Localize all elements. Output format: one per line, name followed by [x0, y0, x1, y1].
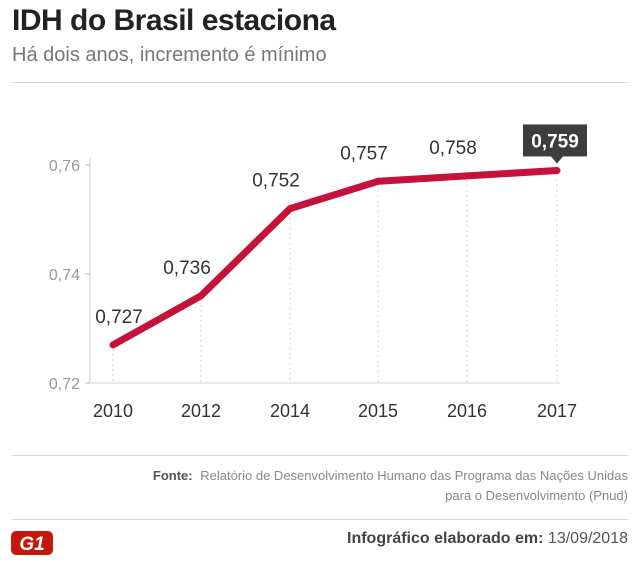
data-label: 0,727	[95, 307, 143, 328]
series-line	[109, 167, 561, 349]
credit-label: Infográfico elaborado em:	[347, 530, 544, 547]
x-tick-label: 2010	[93, 401, 133, 421]
y-tick-label: 0,74	[49, 267, 80, 284]
chart-title: IDH do Brasil estaciona	[12, 4, 336, 37]
data-label: 0,758	[429, 138, 477, 159]
source-note: Fonte: Relatório de Desenvolvimento Huma…	[148, 466, 628, 506]
x-tick-label: 2014	[270, 401, 310, 421]
data-label: 0,757	[340, 143, 388, 164]
x-tick-label: 2016	[447, 401, 487, 421]
data-label: 0,759	[531, 131, 579, 152]
footer-divider	[12, 519, 628, 520]
g1-logo: G1	[11, 531, 53, 555]
x-tick-label: 2017	[537, 401, 577, 421]
chart-subtitle: Há dois anos, incremento é mínimo	[12, 44, 327, 66]
data-label: 0,736	[163, 258, 211, 279]
line-chart: 0,72 0,74 0,76 2010 2012 2014 2015 2016 2017 0,72…	[49, 124, 587, 421]
source-label: Fonte:	[152, 468, 193, 483]
x-tick-label: 2012	[181, 401, 221, 421]
source-text-line2: para o Desenvolvimento (Pnud)	[445, 488, 628, 503]
source-text-line1: Relatório de Desenvolvimento Humano das …	[200, 468, 628, 483]
credit-date: 13/09/2018	[547, 530, 628, 547]
highlight-label-box	[523, 124, 587, 157]
source-divider	[12, 455, 628, 456]
g1-logo-text: G1	[19, 534, 44, 555]
y-tick-label: 0,72	[49, 376, 80, 393]
highlight-label-pointer	[551, 156, 563, 164]
x-tick-label: 2015	[358, 401, 398, 421]
credit-note: Infográfico elaborado em: 13/09/2018	[347, 530, 628, 548]
y-tick-label: 0,76	[49, 158, 80, 175]
data-label: 0,752	[252, 171, 300, 192]
header-divider	[12, 82, 628, 83]
